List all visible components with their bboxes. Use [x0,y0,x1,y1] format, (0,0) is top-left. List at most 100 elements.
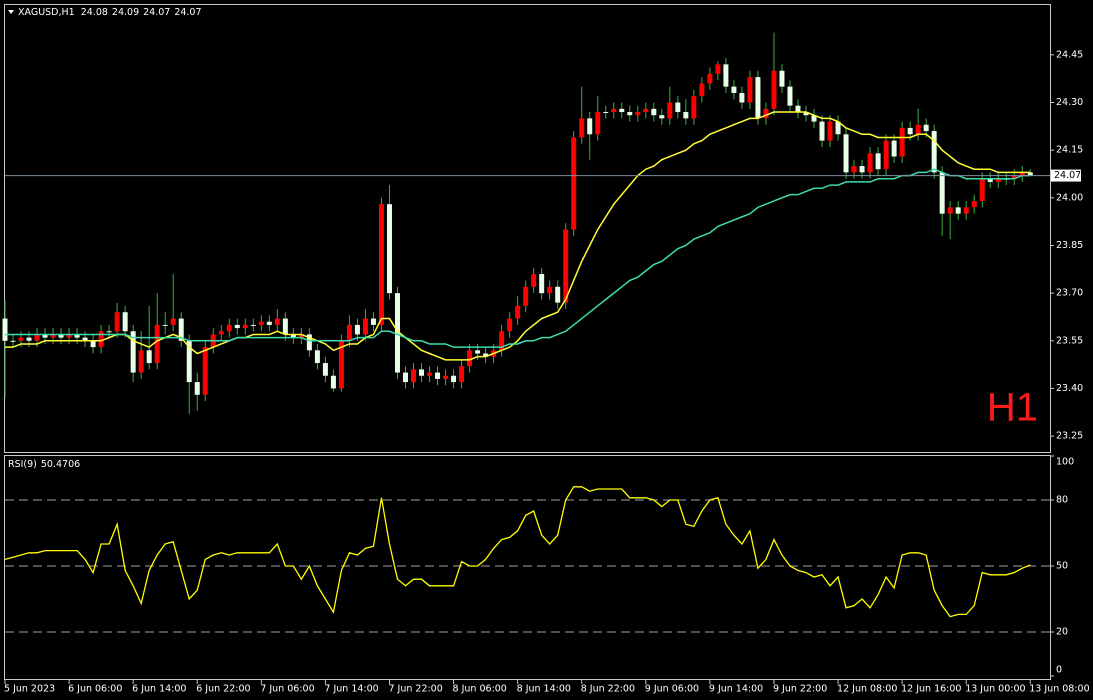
x-tick-label: 12 Jun 08:00 [837,684,897,695]
candle-body [106,331,112,333]
candle-body [835,121,841,135]
candle-body [475,350,481,354]
current-price-label: 24.07 [1054,170,1081,181]
candle-body [82,337,88,341]
candle-body [403,372,408,383]
candle-body [298,334,304,338]
y-tick-label: 100 [1056,457,1074,468]
candle-body [787,86,793,106]
rsi-value: 50.4706 [41,459,80,470]
x-tick-label: 8 Jun 14:00 [517,684,571,695]
candle-body [891,140,897,157]
y-tick-label: 80 [1056,495,1068,506]
y-tick-label: 0 [1056,665,1062,676]
candle-body [74,334,80,338]
x-tick-label: 5 Jun 2023 [4,684,55,695]
x-tick-label: 8 Jun 22:00 [581,684,635,695]
candle-body [859,166,865,173]
x-tick-label: 7 Jun 14:00 [324,684,378,695]
candle-body [507,318,513,332]
candle-body [579,118,585,138]
candle-body [98,331,104,348]
candle-body [739,92,745,103]
candle-body [499,331,505,351]
candle-body [819,121,825,141]
candle-body [451,375,457,383]
candle-body [571,137,577,230]
candle-body [58,334,64,338]
candle-body [50,334,56,338]
y-tick-label: 23.70 [1056,288,1083,299]
candle-body [515,305,521,319]
candle-body [931,131,937,173]
y-tick-label: 23.55 [1056,335,1083,346]
candle-body [18,337,24,341]
candle-body [266,321,272,325]
candle-body [995,178,1001,182]
chart-header: XAGUSD,H1 24.08 24.09 24.07 24.07 [18,7,202,18]
x-tick-label: 6 Jun 22:00 [196,684,250,695]
candle-body [691,96,697,119]
low-value: 24.07 [143,7,170,18]
menu-arrow [8,10,14,14]
candle-body [322,363,328,376]
y-tick-label: 24.30 [1056,97,1083,108]
candle-body [883,140,889,170]
candle-body [635,112,641,116]
price-panel [4,4,1051,453]
candle-body [154,324,160,364]
candle-body [699,83,705,97]
candle-body [963,207,969,214]
candle-body [843,134,849,173]
candle-body [683,112,689,119]
candle-body [811,115,817,122]
rsi-line [4,486,1031,618]
candle-body [531,274,537,287]
y-tick-label: 50 [1056,561,1068,572]
candle-body [370,318,376,325]
candle-body [114,312,120,332]
candle-body [346,324,352,341]
candle-body [987,178,993,182]
candle-body [875,153,881,170]
candle-body [194,382,200,395]
x-tick-label: 9 Jun 14:00 [709,684,763,695]
candle-body [338,340,344,389]
candle-body [747,77,753,103]
candle-body [443,375,449,379]
candle-body [555,286,561,303]
candle-body [378,204,384,325]
candle-body [763,108,769,119]
candle-body [795,105,801,113]
y-tick-label: 20 [1056,627,1068,638]
candle-body [419,369,425,376]
y-tick-label: 23.25 [1056,431,1083,442]
candle-body [394,293,400,373]
candle-body [1027,172,1033,176]
candle-body [435,372,441,379]
open-value: 24.08 [81,7,108,18]
close-value: 24.07 [174,7,201,18]
candle-body [483,353,489,357]
x-tick-label: 8 Jun 06:00 [453,684,507,695]
candle-body [1019,172,1025,176]
x-tick-label: 6 Jun 14:00 [132,684,186,695]
rsi-header: RSI(9) 50.4706 [8,459,80,470]
x-tick-label: 13 Jun 00:00 [965,684,1025,695]
candle-body [915,124,921,135]
x-tick-label: 7 Jun 22:00 [388,684,442,695]
candle-body [539,274,545,294]
candle-body [42,334,48,338]
candle-body [274,318,280,325]
candle-body [707,73,713,84]
candle-body [226,324,232,332]
timeframe-label: H1 [987,386,1038,430]
candle-body [771,70,777,109]
candle-body [459,366,465,383]
candle-body [827,121,833,141]
candle-body [563,229,569,303]
current-price-box [1051,169,1081,182]
candle-body [667,102,673,119]
